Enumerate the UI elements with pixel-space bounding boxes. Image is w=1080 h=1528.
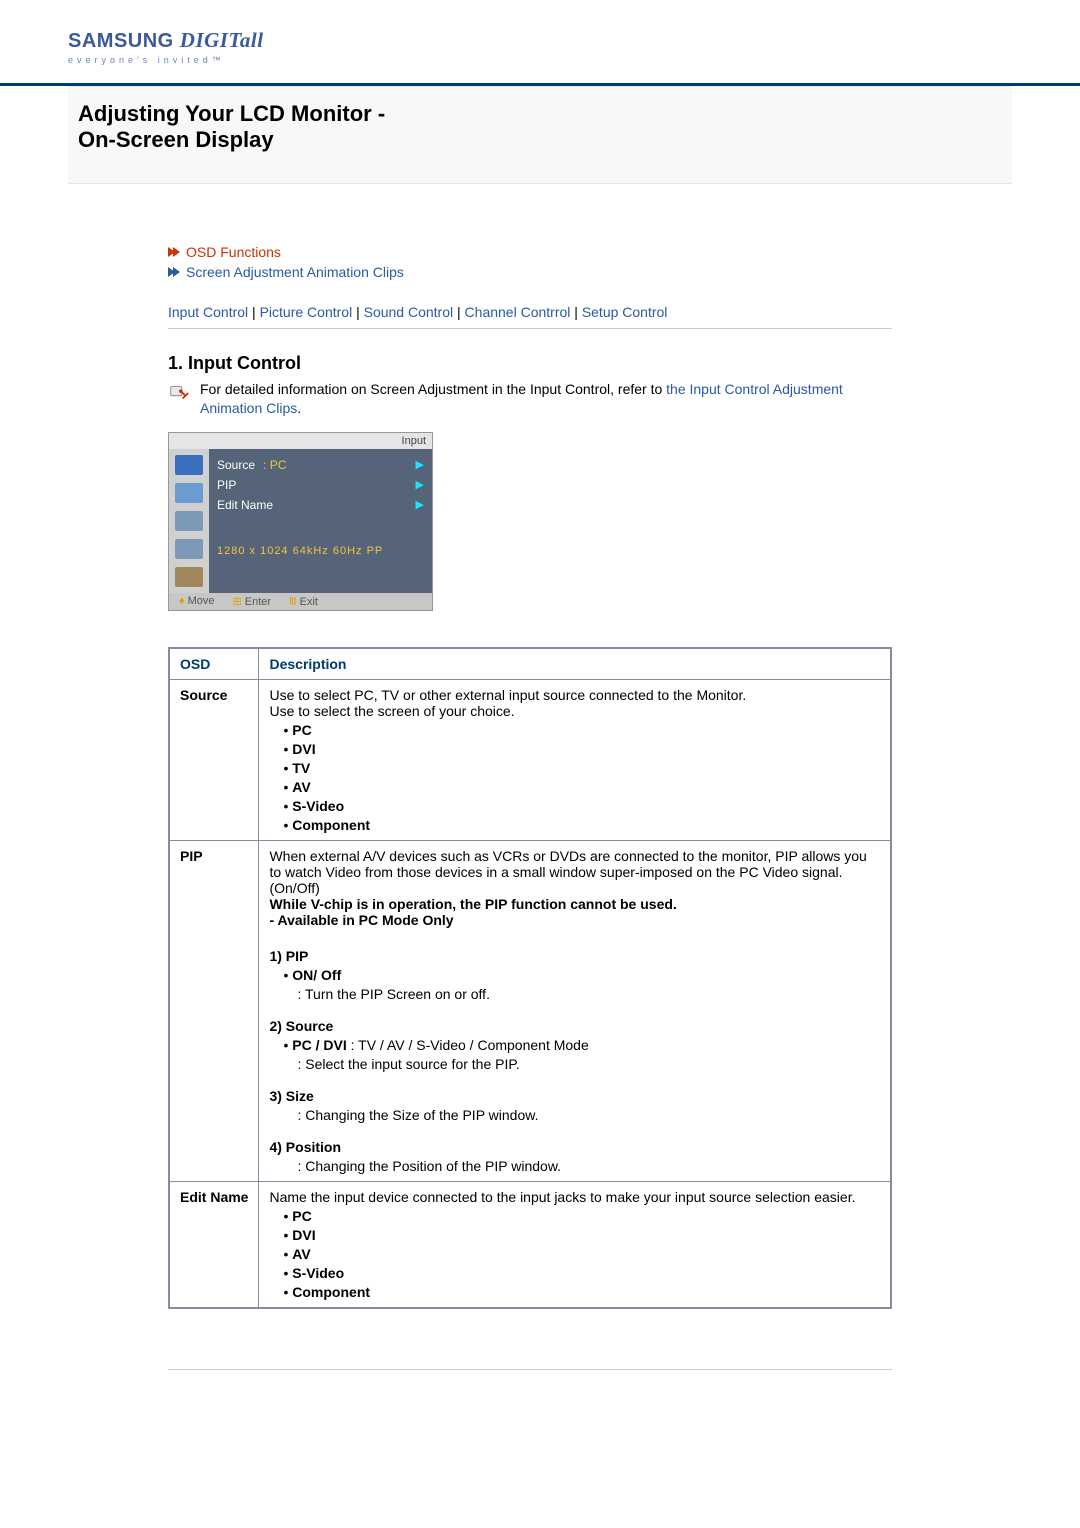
osd-footer-move: Move bbox=[188, 595, 215, 607]
osd-menu: Source : PC ▶ PIP ▶ Edit Name ▶ 1280 x 10… bbox=[209, 449, 432, 593]
triangle-right-icon: ▶ bbox=[416, 458, 424, 471]
brand-name-1: SAMSUNG bbox=[68, 30, 180, 52]
pip-sub-4-desc: : Changing the Position of the PIP windo… bbox=[297, 1158, 880, 1174]
table-row-pip: PIP When external A/V devices such as VC… bbox=[169, 840, 891, 1181]
nav-separator: | bbox=[570, 304, 581, 320]
table-row-source: Source Use to select PC, TV or other ext… bbox=[169, 679, 891, 840]
edit-opt-component: Component bbox=[283, 1284, 880, 1300]
pip-sub-3-heading: 3) Size bbox=[269, 1088, 880, 1104]
nav-separator: | bbox=[248, 304, 259, 320]
osd-functions-link[interactable]: OSD Functions bbox=[186, 244, 281, 260]
pip-sub-4-heading: 4) Position bbox=[269, 1139, 880, 1155]
osd-footer: ♦Move ⊞Enter ⅢExit bbox=[169, 593, 432, 610]
osd-screenshot: Input Source : PC ▶ bbox=[168, 432, 433, 611]
triangle-right-icon: ▶ bbox=[416, 498, 424, 511]
fast-forward-icon bbox=[168, 265, 178, 280]
osd-footer-exit: Exit bbox=[300, 596, 318, 608]
page-title-line-2: On-Screen Display bbox=[78, 127, 1002, 153]
pip-sub-2-bold: PC / DVI bbox=[292, 1037, 346, 1053]
brand-tagline: everyone's invited™ bbox=[68, 55, 1012, 65]
nav-separator: | bbox=[352, 304, 363, 320]
fast-forward-icon bbox=[168, 245, 178, 260]
tool-icon bbox=[168, 382, 190, 407]
pip-bold-1: While V-chip is in operation, the PIP fu… bbox=[269, 896, 676, 912]
pip-sub-1-onoff: ON/ Off bbox=[292, 967, 341, 983]
edit-opt-av: AV bbox=[283, 1246, 880, 1262]
osd-item-source-label: Source bbox=[217, 458, 255, 472]
section-heading: 1. Input Control bbox=[168, 353, 892, 374]
osd-item-source-value: : PC bbox=[263, 458, 286, 472]
source-desc-2: Use to select the screen of your choice. bbox=[269, 703, 880, 719]
osd-table: OSD Description Source Use to select PC,… bbox=[168, 647, 892, 1309]
section-intro-post: . bbox=[297, 400, 301, 416]
osd-title: Input bbox=[169, 433, 432, 449]
row-name-edit: Edit Name bbox=[169, 1181, 259, 1308]
nav-input-control[interactable]: Input Control bbox=[168, 304, 248, 320]
source-opt-svideo: S-Video bbox=[283, 798, 880, 814]
edit-opt-pc: PC bbox=[283, 1208, 880, 1224]
osd-channel-icon bbox=[175, 539, 203, 559]
pip-sub-2-rest: : TV / AV / S-Video / Component Mode bbox=[347, 1037, 589, 1053]
brand-logo: SAMSUNG DIGITall everyone's invited™ bbox=[68, 28, 1012, 65]
row-desc-pip: When external A/V devices such as VCRs o… bbox=[259, 840, 891, 1181]
nav-channel-control[interactable]: Channel Contrrol bbox=[465, 304, 571, 320]
pip-sub-2-desc: : Select the input source for the PIP. bbox=[297, 1056, 880, 1072]
source-opt-dvi: DVI bbox=[283, 741, 880, 757]
table-header-row: OSD Description bbox=[169, 648, 891, 680]
osd-input-icon bbox=[175, 455, 203, 475]
osd-item-editname-label: Edit Name bbox=[217, 498, 273, 512]
source-opt-tv: TV bbox=[283, 760, 880, 776]
row-desc-edit: Name the input device connected to the i… bbox=[259, 1181, 891, 1308]
animation-clips-link[interactable]: Screen Adjustment Animation Clips bbox=[186, 264, 404, 280]
edit-name-desc: Name the input device connected to the i… bbox=[269, 1189, 880, 1205]
pip-sub-1-heading: 1) PIP bbox=[269, 948, 880, 964]
row-name-source: Source bbox=[169, 679, 259, 840]
nav-sound-control[interactable]: Sound Control bbox=[364, 304, 454, 320]
row-name-pip: PIP bbox=[169, 840, 259, 1181]
edit-opt-svideo: S-Video bbox=[283, 1265, 880, 1281]
source-opt-component: Component bbox=[283, 817, 880, 833]
source-opt-av: AV bbox=[283, 779, 880, 795]
pip-bold-2: - Available in PC Mode Only bbox=[269, 912, 453, 928]
section-intro-pre: For detailed information on Screen Adjus… bbox=[200, 381, 666, 397]
pip-sub-3-desc: : Changing the Size of the PIP window. bbox=[297, 1107, 880, 1123]
nav-separator: | bbox=[453, 304, 464, 320]
edit-opt-dvi: DVI bbox=[283, 1227, 880, 1243]
nav-picture-control[interactable]: Picture Control bbox=[260, 304, 353, 320]
osd-status: 1280 x 1024 64kHz 60Hz PP bbox=[217, 545, 424, 557]
brand-name-2: DIGITall bbox=[180, 28, 264, 52]
th-osd: OSD bbox=[169, 648, 259, 680]
pip-intro: When external A/V devices such as VCRs o… bbox=[269, 848, 880, 896]
title-bar: Adjusting Your LCD Monitor - On-Screen D… bbox=[68, 86, 1012, 184]
osd-footer-enter: Enter bbox=[245, 596, 271, 608]
source-desc-1: Use to select PC, TV or other external i… bbox=[269, 687, 880, 703]
top-links: OSD Functions Screen Adjustment Animatio… bbox=[168, 244, 892, 280]
table-row-edit-name: Edit Name Name the input device connecte… bbox=[169, 1181, 891, 1308]
th-description: Description bbox=[259, 648, 891, 680]
nav-setup-control[interactable]: Setup Control bbox=[582, 304, 668, 320]
triangle-right-icon: ▶ bbox=[416, 478, 424, 491]
pip-sub-2-heading: 2) Source bbox=[269, 1018, 880, 1034]
logo-band: SAMSUNG DIGITall everyone's invited™ bbox=[0, 0, 1080, 86]
section-intro: For detailed information on Screen Adjus… bbox=[200, 380, 892, 418]
divider bbox=[168, 1369, 892, 1370]
osd-item-pip-label: PIP bbox=[217, 478, 236, 492]
page-title-line-1: Adjusting Your LCD Monitor - bbox=[78, 101, 1002, 127]
section-nav: Input Control | Picture Control | Sound … bbox=[168, 304, 892, 320]
source-opt-pc: PC bbox=[283, 722, 880, 738]
divider bbox=[168, 328, 892, 329]
row-desc-source: Use to select PC, TV or other external i… bbox=[259, 679, 891, 840]
osd-sound-icon bbox=[175, 511, 203, 531]
osd-icon-column bbox=[169, 449, 209, 593]
pip-sub-1-desc: : Turn the PIP Screen on or off. bbox=[297, 986, 880, 1002]
osd-picture-icon bbox=[175, 483, 203, 503]
osd-setup-icon bbox=[175, 567, 203, 587]
